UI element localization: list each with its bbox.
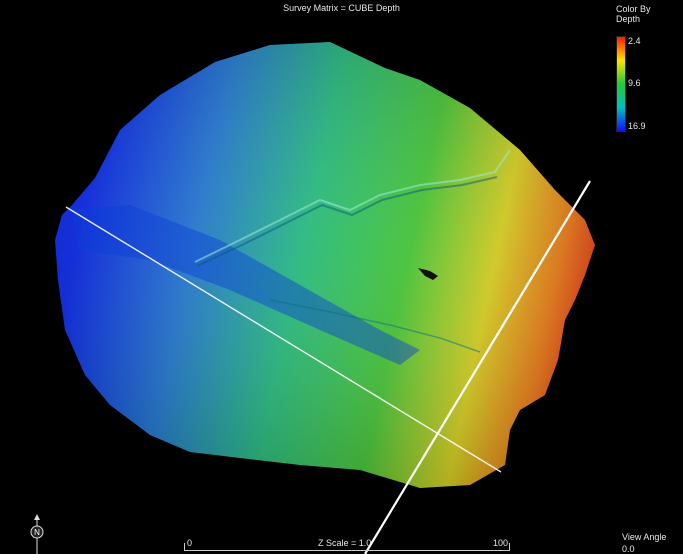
north-letter: N xyxy=(34,528,40,537)
legend-max-value: 16.9 xyxy=(628,121,646,131)
ridge-feature xyxy=(194,149,511,263)
deep-channel xyxy=(70,205,420,365)
scale-start-label: 0 xyxy=(187,538,193,548)
profile-line-2[interactable] xyxy=(364,180,591,554)
view-angle-label: View Angle xyxy=(622,532,667,542)
ridge-shadow xyxy=(196,176,498,267)
surface-shading xyxy=(55,42,595,488)
north-arrow-icon[interactable]: N xyxy=(29,514,45,554)
legend-min-value: 2.4 xyxy=(628,36,641,46)
view-angle-value: 0.0 xyxy=(622,544,635,554)
scale-bar xyxy=(184,543,510,551)
view-title: Survey Matrix = CUBE Depth xyxy=(283,3,400,13)
legend-mid-value: 9.6 xyxy=(628,78,641,88)
scarp-feature xyxy=(269,299,481,353)
scale-end-label: 100 xyxy=(493,538,509,548)
seabed-object xyxy=(418,268,438,280)
legend-title-line2: Depth xyxy=(616,14,641,24)
legend-title-line1: Color By xyxy=(616,4,651,14)
depth-color-bar xyxy=(616,36,626,132)
z-scale-label: Z Scale = 1.0 xyxy=(318,538,372,548)
profile-line-1[interactable] xyxy=(65,206,502,473)
legend-title: Color By Depth xyxy=(616,4,651,24)
